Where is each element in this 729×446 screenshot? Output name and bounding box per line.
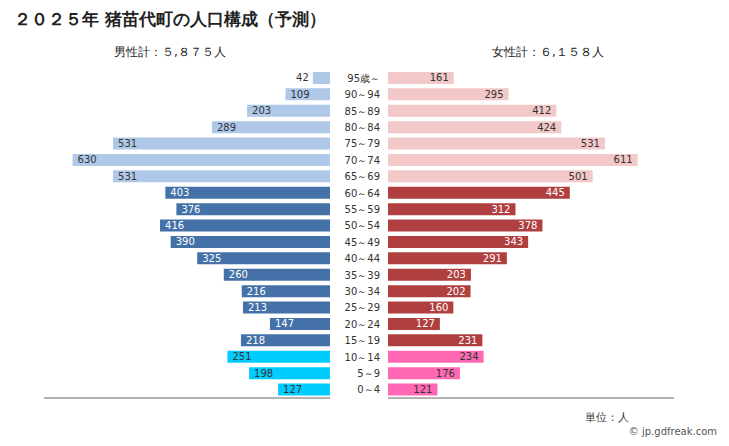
svg-text:501: 501 — [569, 171, 588, 182]
svg-text:10～14: 10～14 — [345, 352, 380, 363]
svg-text:20～24: 20～24 — [345, 319, 380, 330]
svg-text:203: 203 — [447, 269, 466, 280]
svg-text:531: 531 — [118, 138, 137, 149]
svg-text:161: 161 — [430, 72, 449, 83]
svg-text:30～34: 30～34 — [345, 286, 380, 297]
svg-text:65～69: 65～69 — [345, 171, 380, 182]
svg-text:445: 445 — [546, 187, 565, 198]
svg-text:198: 198 — [254, 368, 273, 379]
svg-text:80～84: 80～84 — [345, 122, 380, 133]
svg-text:85～89: 85～89 — [345, 106, 380, 117]
svg-text:376: 376 — [181, 204, 200, 215]
svg-text:176: 176 — [436, 368, 455, 379]
svg-text:343: 343 — [504, 236, 523, 247]
svg-text:75～79: 75～79 — [345, 138, 380, 149]
html-text:２０２５年 猪苗代町の人口構成（予測）: ２０２５年 猪苗代町の人口構成（予測） — [14, 9, 326, 29]
svg-text:412: 412 — [532, 105, 551, 116]
svg-text:611: 611 — [614, 154, 633, 165]
svg-text:291: 291 — [483, 253, 502, 264]
svg-text:42: 42 — [296, 72, 309, 83]
svg-text:203: 203 — [252, 105, 271, 116]
svg-text:416: 416 — [165, 220, 184, 231]
svg-text:213: 213 — [248, 302, 267, 313]
svg-text:424: 424 — [537, 122, 556, 133]
svg-text:70～74: 70～74 — [345, 155, 380, 166]
svg-text:312: 312 — [491, 204, 510, 215]
svg-text:325: 325 — [202, 253, 221, 264]
svg-text:60～64: 60～64 — [345, 188, 380, 199]
svg-text:40～44: 40～44 — [345, 253, 380, 264]
html-text:© jp.gdfreak.com: © jp.gdfreak.com — [628, 426, 717, 437]
svg-text:45～49: 45～49 — [345, 237, 380, 248]
svg-text:15～19: 15～19 — [345, 335, 380, 346]
svg-text:5～9: 5～9 — [357, 368, 380, 379]
html-text:単位：人: 単位：人 — [585, 411, 629, 424]
svg-text:260: 260 — [229, 269, 248, 280]
svg-text:251: 251 — [232, 351, 251, 362]
html-text:男性計：５,８７５人: 男性計：５,８７５人 — [114, 45, 226, 59]
svg-text:109: 109 — [290, 89, 309, 100]
svg-text:630: 630 — [78, 154, 97, 165]
svg-text:390: 390 — [176, 236, 195, 247]
svg-text:231: 231 — [458, 335, 477, 346]
svg-text:90～94: 90～94 — [345, 89, 380, 100]
svg-text:121: 121 — [413, 384, 432, 395]
svg-text:95歳～: 95歳～ — [347, 73, 380, 84]
svg-text:160: 160 — [429, 302, 448, 313]
svg-text:35～39: 35～39 — [345, 270, 380, 281]
svg-text:531: 531 — [118, 171, 137, 182]
svg-text:218: 218 — [246, 335, 265, 346]
svg-text:403: 403 — [170, 187, 189, 198]
svg-text:234: 234 — [460, 351, 479, 362]
svg-text:50～54: 50～54 — [345, 220, 380, 231]
svg-text:55～59: 55～59 — [345, 204, 380, 215]
svg-text:25～29: 25～29 — [345, 302, 380, 313]
svg-text:378: 378 — [518, 220, 537, 231]
html-text:女性計：６,１５８人: 女性計：６,１５８人 — [492, 45, 604, 59]
svg-text:147: 147 — [275, 318, 294, 329]
svg-text:289: 289 — [217, 122, 236, 133]
svg-text:202: 202 — [446, 286, 465, 297]
svg-text:531: 531 — [581, 138, 600, 149]
svg-text:0～4: 0～4 — [357, 384, 380, 395]
svg-text:127: 127 — [283, 384, 302, 395]
svg-text:216: 216 — [247, 286, 266, 297]
svg-text:295: 295 — [484, 89, 503, 100]
svg-text:127: 127 — [416, 318, 435, 329]
